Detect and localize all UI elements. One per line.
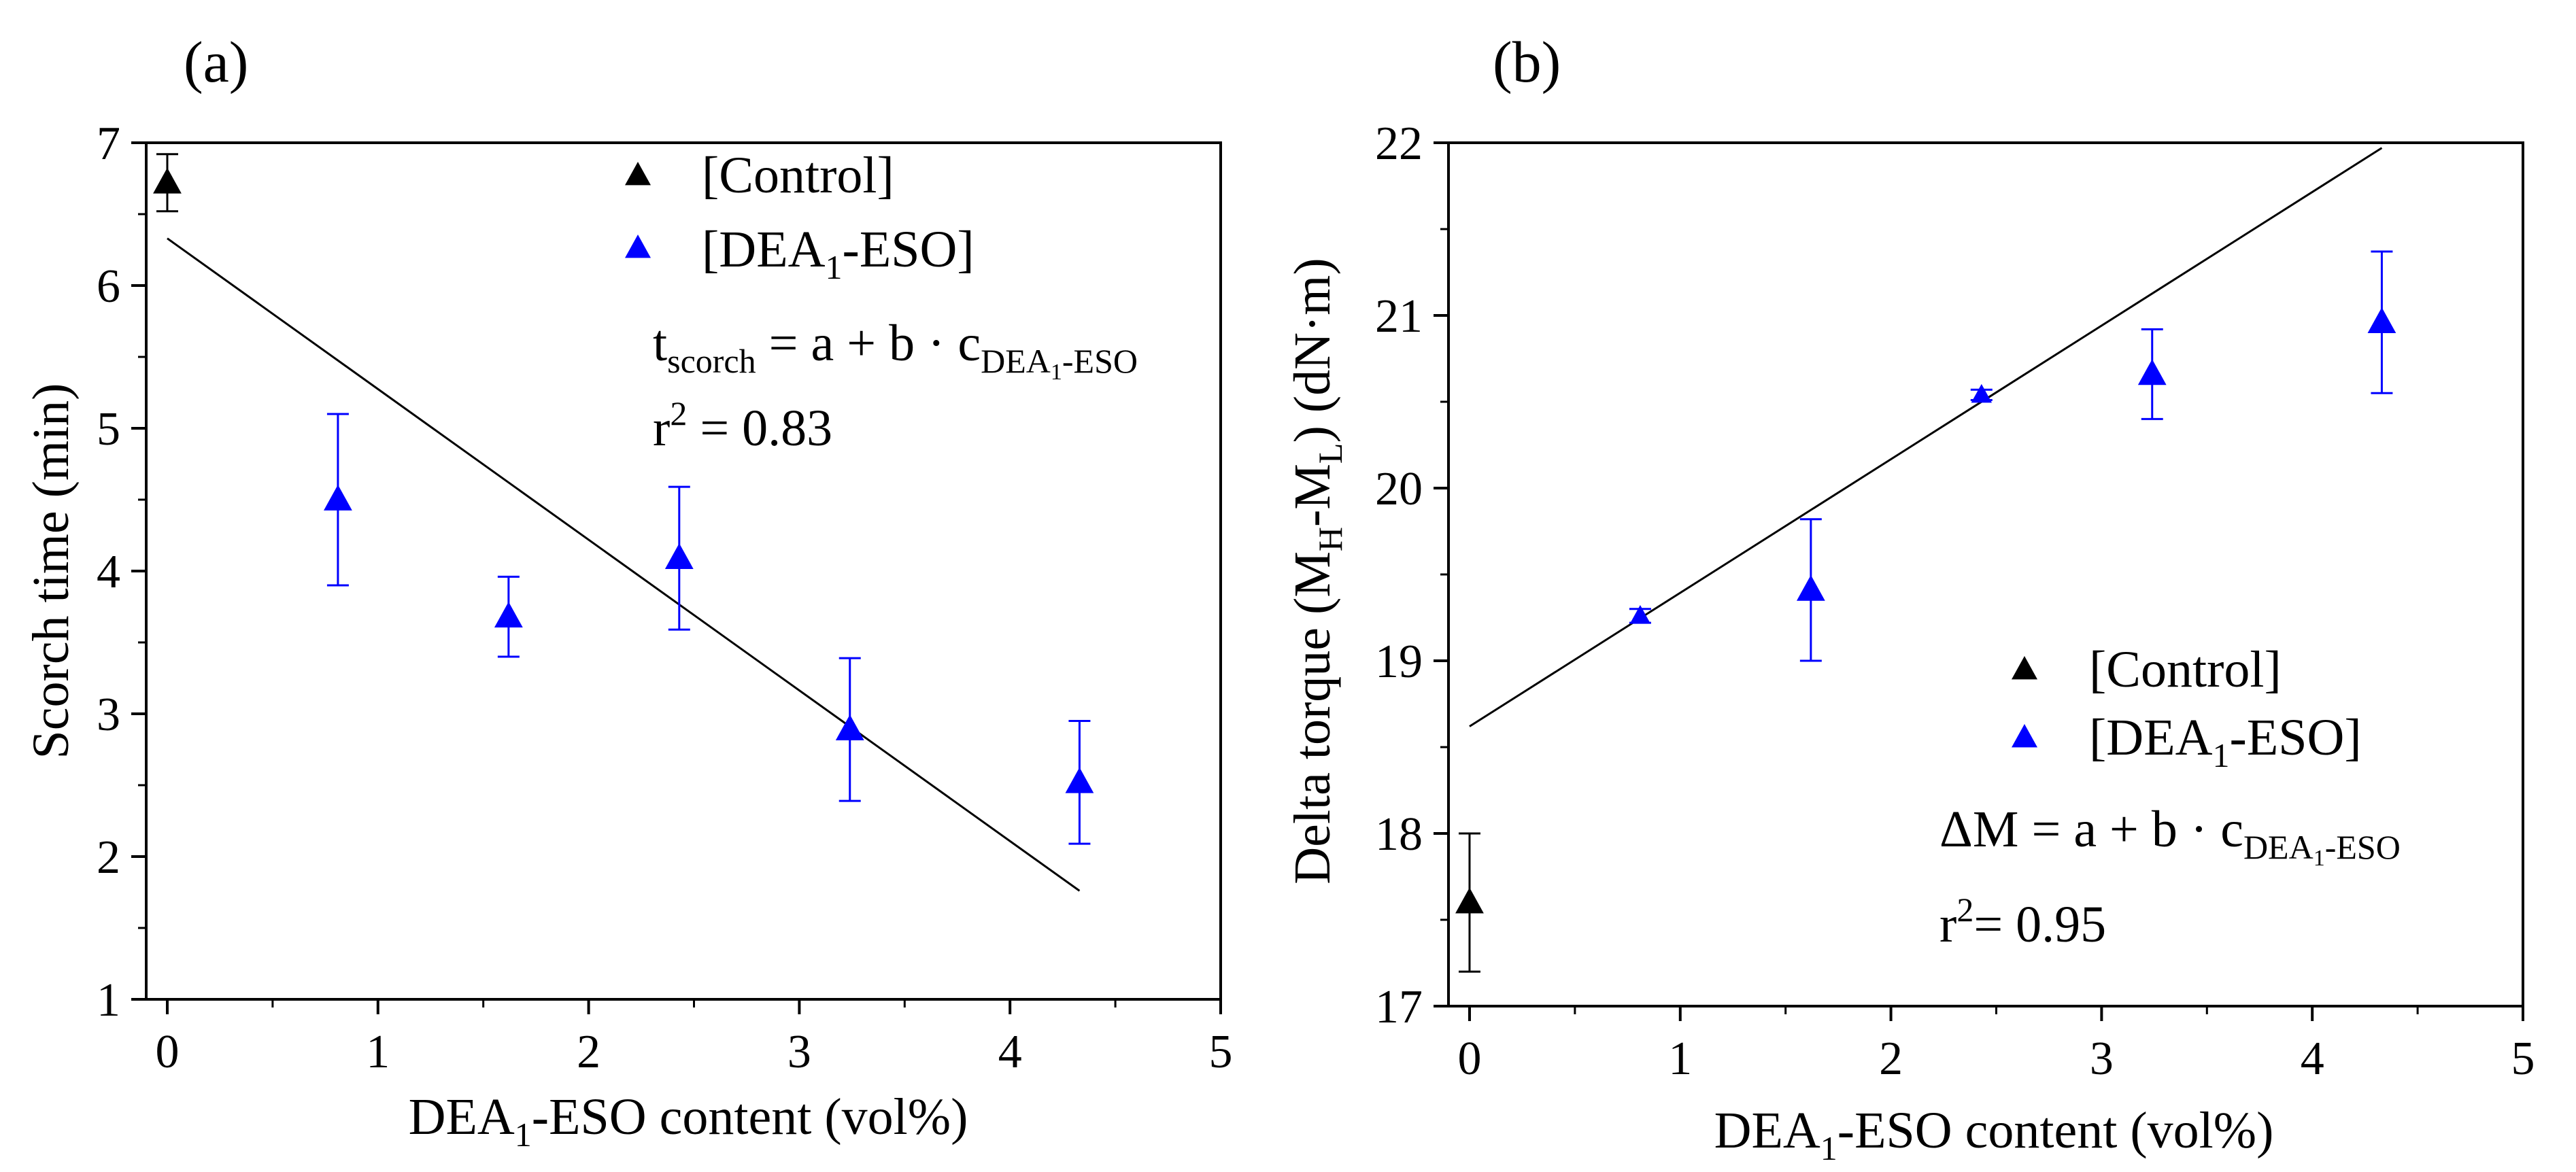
panel-b-x-tick-label: 4	[2301, 1033, 2324, 1085]
panel-a-fit-equation: tscorch = a + b · cDEA1-ESO	[653, 315, 1138, 385]
panel-a-y-tick-label: 6	[97, 260, 120, 313]
panel-a-x-tick-label: 5	[1209, 1026, 1233, 1078]
panel-a-y-tick-label: 1	[97, 974, 120, 1027]
panel-b-r-squared: r2= 0.95	[1939, 891, 2106, 953]
panel-b-delta-torque-chart: (b) Delta torque (MH-ML) (dN·m) DEA1-ESO…	[1284, 29, 2535, 1167]
panel-a-x-tick-label: 0	[155, 1026, 179, 1078]
panel-b-x-tick-label: 3	[2090, 1033, 2114, 1085]
panel-a-x-tick-label: 3	[787, 1026, 811, 1078]
panel-a-x-axis-title: DEA1-ESO content (vol%)	[409, 1088, 968, 1154]
panel-b-point-dea-3	[2137, 359, 2167, 385]
panel-b-point-dea-1	[1796, 574, 1825, 601]
panel-a-point-dea-1	[494, 602, 523, 628]
panel-b-fit-line	[1469, 147, 2383, 727]
panel-b-y-tick-label: 20	[1375, 463, 1423, 515]
panel-a-scorch-time-chart: (a) Scorch time (min) DEA1-ESO content (…	[22, 29, 1233, 1154]
panel-b-x-tick-label: 5	[2511, 1033, 2535, 1085]
panel-b-fit-equation: ΔM = a + b · cDEA1-ESO	[1939, 801, 2401, 871]
panel-a-r-squared: r2 = 0.83	[653, 394, 832, 457]
panel-a-label: (a)	[184, 29, 248, 94]
panel-a-point-dea-3	[835, 714, 864, 740]
panel-a-point-dea-2	[664, 543, 694, 569]
panel-b-point-dea-0	[1629, 604, 1651, 624]
panel-a-legend-dea-marker	[625, 235, 651, 258]
panel-a-y-tick-label: 4	[97, 546, 120, 598]
panel-b-y-tick-label: 21	[1375, 290, 1423, 343]
panel-b-legend: [Control] [DEA1-ESO]	[2012, 641, 2362, 774]
panel-a-y-tick-label: 7	[97, 118, 120, 170]
panel-b-y-tick-label: 17	[1375, 981, 1423, 1033]
panel-b-legend-control-marker	[2012, 656, 2037, 680]
panel-b-point-dea-4	[2367, 307, 2396, 333]
panel-b-legend-control-label: [Control]	[2089, 641, 2282, 698]
panel-b-x-tick-label: 1	[1668, 1033, 1692, 1085]
panel-b-point-control-0	[1455, 887, 1484, 914]
panel-a-x-tick-label: 1	[366, 1026, 390, 1078]
panel-a-point-control-0	[153, 167, 182, 194]
panel-b-x-axis-title: DEA1-ESO content (vol%)	[1714, 1102, 2274, 1167]
panel-b-y-tick-label: 18	[1375, 808, 1423, 861]
panel-a-y-tick-label: 3	[97, 689, 120, 741]
panel-b-x-tick-label: 2	[1879, 1033, 1903, 1085]
panel-b-y-tick-label: 22	[1375, 118, 1423, 170]
panel-a-y-axis-title: Scorch time (min)	[22, 383, 80, 759]
panel-a-x-tick-label: 2	[577, 1026, 600, 1078]
panel-a-x-tick-label: 4	[998, 1026, 1022, 1078]
panel-a-legend-dea-label: [DEA1-ESO]	[702, 221, 975, 286]
panel-b-point-dea-2	[1971, 383, 1993, 403]
panel-a-y-tick-label: 2	[97, 831, 120, 884]
panel-b-label: (b)	[1493, 29, 1561, 94]
panel-b-legend-dea-marker	[2012, 724, 2037, 748]
panel-b-y-tick-label: 19	[1375, 636, 1423, 688]
panel-a-legend-control-marker	[625, 162, 651, 186]
panel-b-x-tick-label: 0	[1457, 1033, 1481, 1085]
panel-a-legend-control-label: [Control]	[702, 147, 894, 204]
panel-b-y-axis-title: Delta torque (MH-ML) (dN·m)	[1284, 258, 1349, 884]
panel-b-legend-dea-label: [DEA1-ESO]	[2089, 709, 2362, 774]
panel-a-point-dea-0	[324, 485, 352, 511]
panel-a-fit-line	[167, 237, 1081, 892]
panel-a-legend: [Control] [DEA1-ESO]	[625, 147, 975, 286]
panel-a-point-dea-4	[1065, 767, 1094, 793]
panel-a-y-tick-label: 5	[97, 403, 120, 455]
